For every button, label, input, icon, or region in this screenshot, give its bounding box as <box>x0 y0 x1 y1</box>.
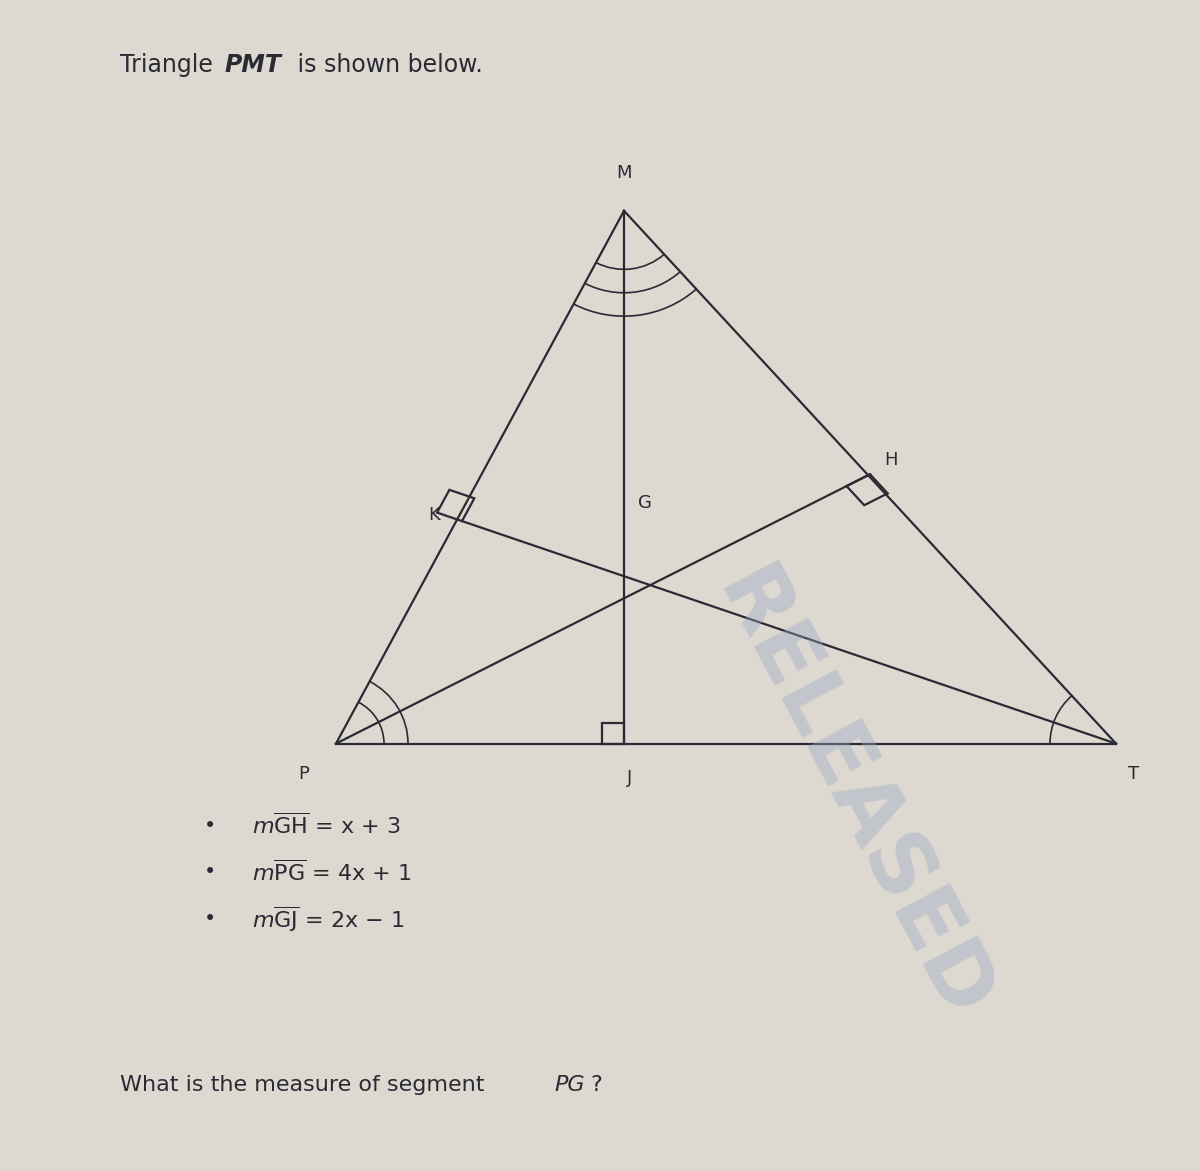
Text: is shown below.: is shown below. <box>290 53 484 76</box>
Text: $m\overline{\mathrm{GJ}}$ = 2x − 1: $m\overline{\mathrm{GJ}}$ = 2x − 1 <box>252 904 404 934</box>
Text: J: J <box>628 769 632 787</box>
Text: $m\overline{\mathrm{PG}}$ = 4x + 1: $m\overline{\mathrm{PG}}$ = 4x + 1 <box>252 860 412 885</box>
Text: RELEASED: RELEASED <box>698 557 1006 1035</box>
Text: •: • <box>204 862 216 883</box>
Text: Triangle: Triangle <box>120 53 221 76</box>
Text: P: P <box>299 765 310 782</box>
Text: M: M <box>617 164 631 182</box>
Text: G: G <box>638 494 653 512</box>
Text: T: T <box>1128 765 1139 782</box>
Text: •: • <box>204 909 216 930</box>
Text: PMT: PMT <box>224 53 281 76</box>
Text: What is the measure of segment: What is the measure of segment <box>120 1075 492 1095</box>
Text: PG: PG <box>554 1075 586 1095</box>
Text: $m\overline{\mathrm{GH}}$ = x + 3: $m\overline{\mathrm{GH}}$ = x + 3 <box>252 813 401 838</box>
Text: H: H <box>884 451 898 470</box>
Text: K: K <box>428 506 440 525</box>
Text: •: • <box>204 815 216 836</box>
Text: ?: ? <box>590 1075 602 1095</box>
